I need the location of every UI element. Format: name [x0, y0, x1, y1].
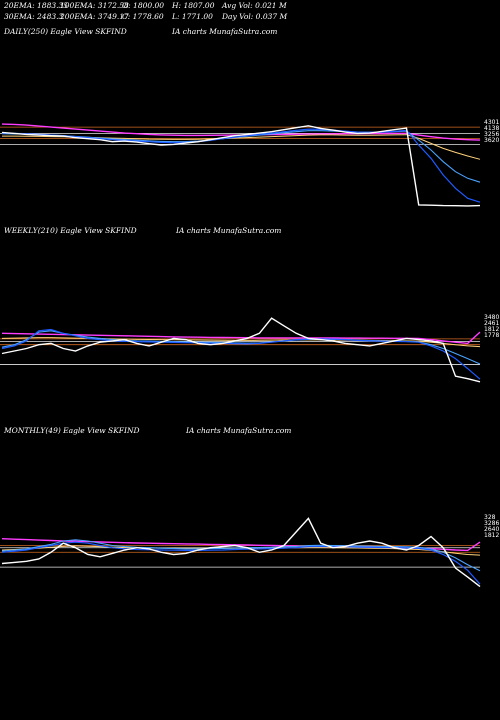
low-stat: L: 1771.00 — [172, 12, 213, 21]
high-stat: H: 1807.00 — [172, 1, 215, 10]
avgvol-stat: Avg Vol: 0.021 M — [222, 1, 287, 10]
daily-price-line — [1, 125, 481, 207]
weekly-price-line — [1, 317, 481, 383]
weekly-panel-label: WEEKLY(210) Eagle View SKFIND — [4, 226, 137, 235]
weekly-price-label-2: 1812 — [484, 326, 499, 333]
monthly-price-label-2: 2640 — [484, 526, 499, 533]
daily-price-label-2: 3256 — [484, 131, 499, 138]
ema30-stat: 30EMA: 2483.3 — [4, 12, 64, 21]
daily-panel-label: DAILY(250) Eagle View SKFIND — [4, 27, 127, 36]
ema20-stat: 20EMA: 1883.35 — [4, 1, 69, 10]
weekly-price-label-0: 3480 — [484, 314, 499, 321]
monthly-price-label-1: 3286 — [484, 520, 499, 527]
weekly-watermark: IA charts MunafaSutra.com — [176, 226, 282, 235]
daily-price-label-0: 4301 — [484, 119, 499, 126]
weekly-ema200-line — [1, 331, 481, 345]
monthly-price-label-3: 1812 — [484, 532, 499, 539]
dayvol-stat: Day Vol: 0.037 M — [222, 12, 288, 21]
monthly-watermark: IA charts MunafaSutra.com — [186, 426, 292, 435]
monthly-ema30-line — [1, 539, 481, 572]
daily-ema20-line — [1, 128, 481, 203]
monthly-price-line — [1, 517, 481, 588]
weekly-ema20-line — [1, 328, 481, 380]
monthly-panel-label: MONTHLY(49) Eagle View SKFIND — [4, 426, 140, 435]
ema200-stat: 200EMA: 3749.17 — [60, 12, 129, 21]
monthly-ema20-line — [1, 541, 481, 585]
weekly-price-label-3: 1778 — [484, 332, 499, 339]
monthly-price-label-0: 328 — [484, 514, 496, 521]
weekly-price-label-1: 2461 — [484, 320, 499, 327]
close-stat: C: 1778.60 — [122, 12, 164, 21]
ema100-stat: 100EMA: 3172.58 — [60, 1, 129, 10]
daily-watermark: IA charts MunafaSutra.com — [172, 27, 278, 36]
daily-price-label-3: 3620 — [484, 137, 499, 144]
daily-price-label-1: 4138 — [484, 125, 499, 132]
open-stat: O: 1800.00 — [122, 1, 165, 10]
